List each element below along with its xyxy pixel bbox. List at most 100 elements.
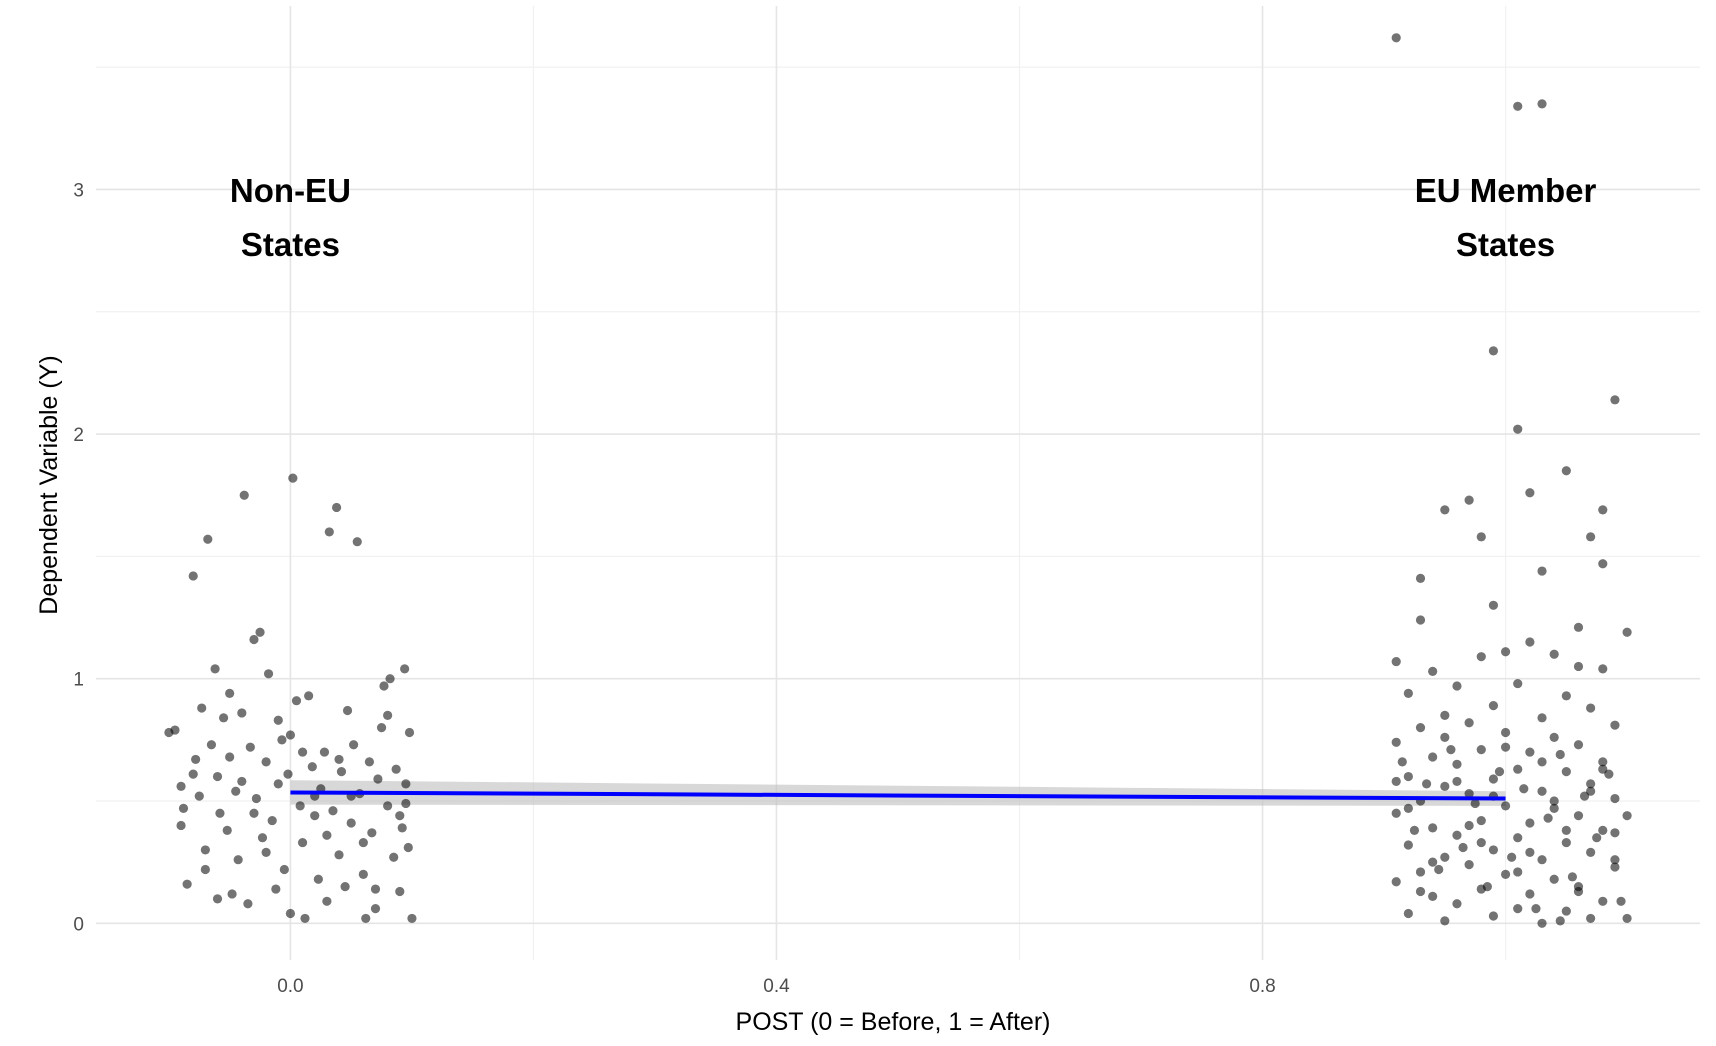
data-point <box>200 864 210 875</box>
data-point <box>367 828 377 838</box>
data-point <box>1415 723 1426 733</box>
data-point <box>1482 882 1492 892</box>
data-point <box>212 771 223 782</box>
data-point <box>1573 811 1584 821</box>
data-point <box>1525 488 1535 498</box>
data-point <box>1598 764 1608 774</box>
data-point <box>404 727 415 738</box>
data-point <box>1561 767 1571 777</box>
data-point <box>389 852 399 862</box>
data-point <box>1428 891 1438 902</box>
data-point <box>291 696 302 706</box>
data-point <box>1525 889 1535 899</box>
data-points <box>164 33 1632 928</box>
data-point <box>267 815 277 826</box>
data-point <box>1428 752 1438 762</box>
data-point <box>1391 877 1401 887</box>
data-point <box>304 691 314 701</box>
data-point <box>1598 505 1608 515</box>
data-point <box>218 713 229 723</box>
y-tick-label: 2 <box>73 425 84 446</box>
data-point <box>1440 852 1450 862</box>
data-point <box>1573 740 1584 750</box>
data-point <box>1555 916 1565 926</box>
data-point <box>1458 842 1468 853</box>
data-point <box>1464 820 1474 831</box>
data-point <box>1561 691 1571 701</box>
group-annotation-label: States <box>1456 226 1555 263</box>
data-point <box>1421 779 1432 789</box>
data-point <box>1537 918 1547 928</box>
data-point <box>1598 559 1608 569</box>
data-point <box>1561 466 1571 476</box>
data-point <box>1610 828 1620 838</box>
data-point <box>263 669 274 679</box>
data-point <box>403 842 413 853</box>
data-point <box>237 776 247 787</box>
y-tick-label: 3 <box>73 180 84 201</box>
data-point <box>1446 745 1456 755</box>
fit-line <box>290 790 1506 801</box>
data-point <box>358 869 368 879</box>
data-point <box>1622 627 1632 637</box>
data-point <box>364 757 375 767</box>
data-point <box>255 627 265 637</box>
data-point <box>200 845 210 855</box>
data-point <box>188 769 198 779</box>
data-point <box>361 913 371 924</box>
data-point <box>1476 652 1486 662</box>
data-point <box>225 752 235 762</box>
group-annotation-label: Non-EU <box>230 172 351 209</box>
data-point <box>1525 847 1535 857</box>
data-point <box>197 703 207 713</box>
data-point <box>1403 803 1413 813</box>
data-point <box>1415 886 1426 897</box>
data-point <box>239 490 249 500</box>
data-point <box>237 708 247 718</box>
data-point <box>324 527 334 537</box>
grid <box>96 6 1700 960</box>
data-point <box>334 850 344 860</box>
data-point <box>1476 532 1486 542</box>
data-point <box>370 904 381 914</box>
data-point <box>203 534 213 544</box>
data-point <box>1525 637 1535 647</box>
data-point <box>313 874 323 884</box>
data-point <box>1598 664 1608 674</box>
data-point <box>1610 793 1620 804</box>
data-point <box>1397 757 1407 767</box>
data-point <box>358 837 368 848</box>
data-point <box>1500 727 1511 738</box>
data-point <box>300 913 310 924</box>
data-point <box>257 833 268 843</box>
data-point <box>1415 867 1426 877</box>
data-point <box>225 688 235 698</box>
data-point <box>1549 803 1559 813</box>
data-point <box>297 747 308 757</box>
data-point <box>1573 661 1584 672</box>
data-point <box>285 908 296 919</box>
data-point <box>1507 852 1517 862</box>
data-point <box>222 825 232 835</box>
data-point <box>271 884 281 894</box>
data-point <box>1525 818 1535 828</box>
data-point <box>1610 395 1620 405</box>
data-point <box>1391 737 1401 747</box>
data-point <box>176 781 186 791</box>
data-point <box>273 715 283 725</box>
data-point <box>319 747 330 757</box>
data-point <box>1513 101 1523 111</box>
data-point <box>1500 742 1511 752</box>
data-point <box>1549 874 1559 884</box>
data-point <box>310 811 320 821</box>
confidence-band <box>290 780 1506 806</box>
data-point <box>215 808 225 818</box>
data-point <box>1476 815 1486 826</box>
data-point <box>1598 825 1608 835</box>
data-point <box>176 820 186 831</box>
data-point <box>1513 867 1523 877</box>
data-point <box>243 899 253 909</box>
data-point <box>336 767 347 777</box>
data-point <box>401 779 411 789</box>
